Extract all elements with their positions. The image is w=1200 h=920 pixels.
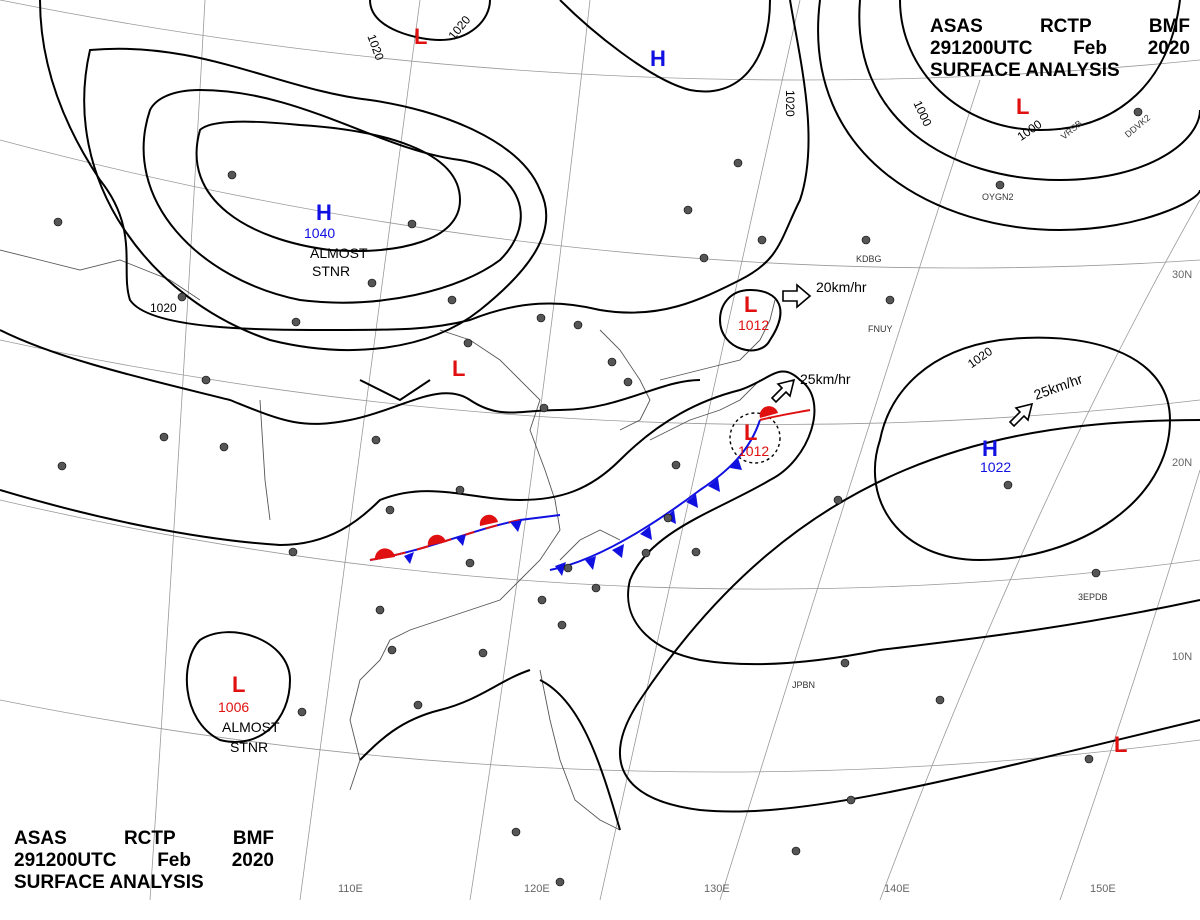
low-center-value: 1006 — [218, 699, 249, 715]
cold-front-tooth — [686, 494, 698, 508]
arrow-up-right-icon — [1008, 402, 1034, 428]
station-label: DDVK2 — [1123, 113, 1152, 140]
motion-label: 25km/hr — [1032, 370, 1085, 402]
motion-label: 25km/hr — [800, 371, 851, 387]
cold-front-tooth — [708, 478, 720, 492]
header-agency: ASAS — [930, 16, 983, 37]
header-station: RCTP — [1039, 16, 1092, 37]
longitude-label: 140E — [884, 883, 910, 895]
warm-front-bump — [374, 548, 395, 560]
latitude-label: 30N — [1172, 269, 1192, 281]
low-center-value: 1012 — [738, 317, 769, 333]
station-label: JPBN — [792, 680, 815, 690]
low-center-value: 1012 — [738, 443, 769, 459]
cold-front-tooth — [510, 520, 522, 532]
station-label: OYGN2 — [982, 192, 1014, 202]
header-year: 2020 — [1147, 38, 1190, 59]
center-note: ALMOST — [310, 245, 368, 261]
isobar-label: 1020 — [445, 13, 473, 43]
header-time: 291200UTC — [930, 38, 1033, 59]
cold-front-tooth — [730, 458, 742, 470]
longitude-label: 110E — [338, 883, 363, 895]
low-center-letter: L — [744, 420, 757, 445]
station-label: 3EPDB — [1078, 592, 1108, 602]
arrow-up-right-icon — [770, 378, 796, 404]
center-note: STNR — [312, 263, 350, 279]
station-markers — [53, 107, 1143, 887]
isobar-label: 1000 — [911, 98, 935, 128]
station-label: KDBG — [856, 254, 882, 264]
coastlines — [0, 249, 776, 831]
motion-arrows — [770, 283, 1034, 428]
header-time: 291200UTC — [14, 850, 117, 871]
header-line-1: ASAS RCTP BMF — [930, 16, 1190, 38]
latitude-label: 20N — [1172, 457, 1192, 469]
header-line-2: 291200UTC Feb 2020 — [14, 850, 274, 872]
high-center-letter: H — [982, 436, 998, 461]
header-line-1: ASAS RCTP BMF — [14, 828, 274, 850]
low-circles — [729, 412, 781, 464]
high-center-value: 1040 — [304, 225, 335, 241]
stationary-front — [369, 514, 561, 564]
warm-front-bump — [479, 514, 498, 526]
cold-front-tooth — [404, 552, 414, 564]
isobar-label: 1020 — [783, 90, 797, 117]
header-top-right: ASAS RCTP BMF 291200UTC Feb 2020 SURFACE… — [930, 16, 1190, 82]
header-bottom-left: ASAS RCTP BMF 291200UTC Feb 2020 SURFACE… — [14, 828, 274, 894]
low-center-letter: L — [232, 672, 245, 697]
header-title: SURFACE ANALYSIS — [14, 872, 204, 893]
longitude-label: 120E — [524, 883, 550, 895]
cold-front-tooth — [585, 556, 596, 570]
station-label: VRSB — [1059, 118, 1084, 141]
header-month: Feb — [1073, 38, 1107, 59]
header-code: BMF — [1148, 16, 1190, 37]
arrow-right-icon — [782, 283, 812, 309]
header-station: RCTP — [123, 828, 176, 849]
header-agency: ASAS — [14, 828, 67, 849]
low-center-letter: L — [744, 292, 757, 317]
header-line-2: 291200UTC Feb 2020 — [930, 38, 1190, 60]
low-center-letter: L — [452, 356, 465, 381]
cold-front-tooth — [640, 526, 652, 540]
latitude-label: 10N — [1172, 651, 1192, 663]
longitude-label: 130E — [704, 883, 730, 895]
center-note: ALMOST — [222, 719, 280, 735]
isobars — [0, 0, 1200, 831]
low-center-letter: L — [1016, 94, 1029, 119]
warm-front-bump — [759, 406, 778, 418]
isobar-label: 1020 — [364, 32, 386, 62]
header-title: SURFACE ANALYSIS — [930, 60, 1120, 81]
high-center-letter: H — [650, 46, 666, 71]
header-month: Feb — [157, 850, 191, 871]
low-center-letter: L — [414, 24, 427, 49]
isobar-label: 1020 — [965, 344, 995, 371]
center-note: STNR — [230, 739, 268, 755]
high-center-letter: H — [316, 200, 332, 225]
motion-label: 20km/hr — [816, 279, 867, 295]
station-label: FNUY — [868, 324, 893, 334]
low-center-letter: L — [1114, 732, 1127, 757]
graticule-labels: 30N 20N 10N 110E 120E 130E 140E 150E — [338, 269, 1192, 895]
longitude-label: 150E — [1090, 883, 1116, 895]
cold-front-tooth — [555, 562, 566, 576]
cold-front-tooth — [612, 544, 624, 558]
isobar-label: 1000 — [1015, 117, 1045, 144]
station-labels: JPBN 3EPDB FNUY KDBG OYGN2 DDVK2 VRSB — [792, 113, 1152, 690]
pressure-centers: H 1040 ALMOST STNR H H 1022 L 1006 ALMOS… — [218, 24, 1127, 757]
isobar-label: 1020 — [150, 301, 177, 315]
motion-labels: 20km/hr 25km/hr 25km/hr — [800, 279, 1085, 403]
cold-front-tooth — [456, 534, 466, 546]
header-code: BMF — [232, 828, 274, 849]
high-center-value: 1022 — [980, 459, 1011, 475]
header-year: 2020 — [231, 850, 274, 871]
warm-front-bump — [427, 534, 446, 546]
